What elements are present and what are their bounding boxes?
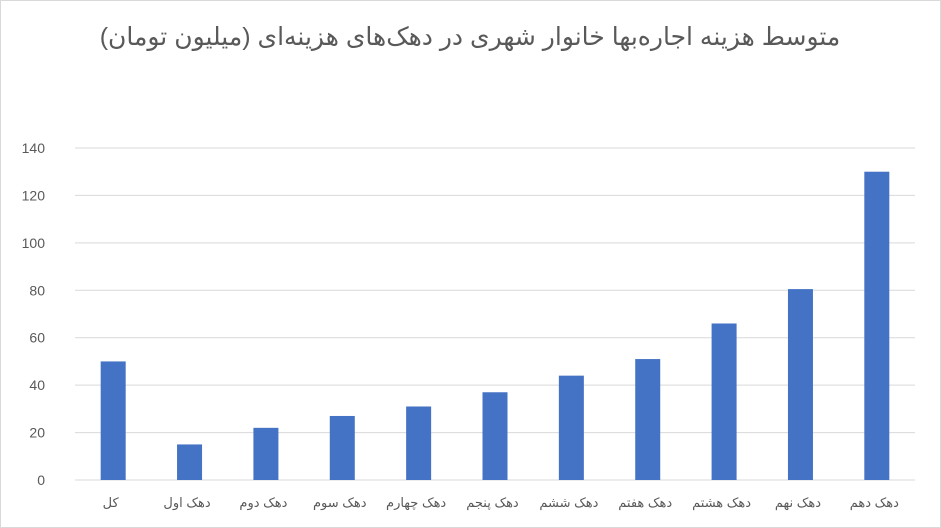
x-tick-label: دهک هفتم (618, 495, 672, 511)
x-tick-label: دهک پنجم (466, 495, 519, 511)
bar (177, 444, 203, 480)
bar (100, 361, 126, 480)
y-tick-label: 40 (29, 377, 45, 393)
bar (482, 392, 508, 480)
bar (253, 427, 279, 480)
y-tick-label: 0 (37, 472, 45, 488)
x-tick-label: دهک دهم (850, 495, 899, 511)
x-tick-label: دهک چهارم (386, 495, 446, 511)
bar (406, 406, 432, 480)
bar (558, 375, 584, 480)
y-tick-label: 80 (29, 282, 45, 298)
y-tick-label: 20 (29, 425, 45, 441)
y-tick-label: 60 (29, 330, 45, 346)
y-tick-label: 120 (22, 187, 46, 203)
bar (711, 323, 737, 480)
bar (787, 289, 813, 480)
bar (864, 171, 890, 480)
x-tick-label: دهک سوم (313, 495, 367, 511)
bar (635, 359, 661, 480)
x-tick-label: کل (103, 495, 120, 510)
x-tick-label: دهک اول (163, 495, 210, 511)
chart-title: متوسط هزینه اجاره‌بها خانوار شهری در دهک… (99, 23, 841, 51)
bar (329, 415, 355, 480)
y-tick-label: 100 (22, 235, 46, 251)
y-tick-label: 140 (22, 140, 46, 156)
x-tick-label: دهک نهم (775, 495, 821, 511)
x-tick-label: دهک ششم (539, 495, 598, 511)
x-tick-label: دهک هشتم (692, 495, 751, 511)
x-tick-label: دهک دوم (239, 495, 287, 511)
